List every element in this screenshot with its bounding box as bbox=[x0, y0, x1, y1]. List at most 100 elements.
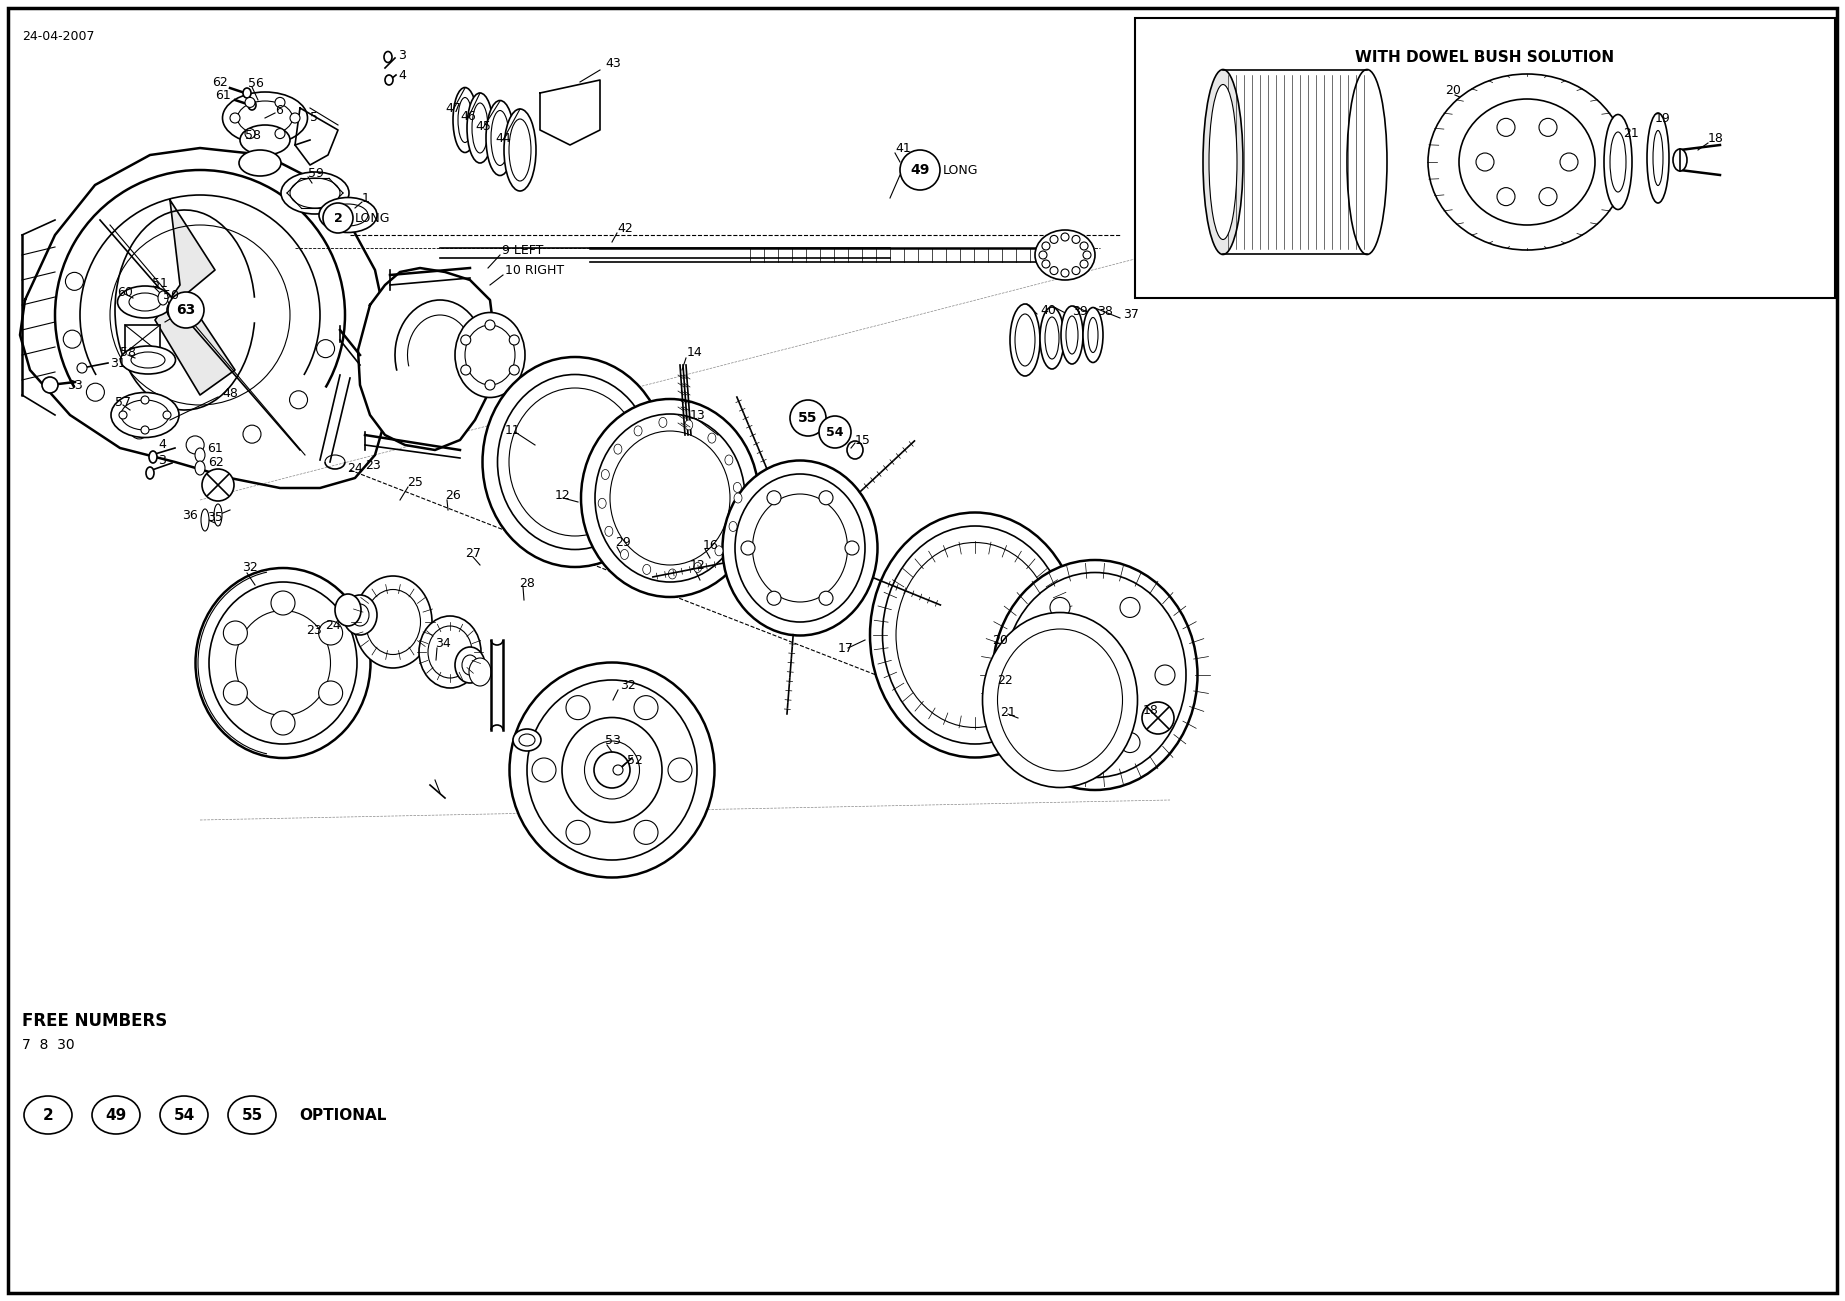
Circle shape bbox=[275, 98, 284, 108]
Circle shape bbox=[819, 490, 832, 505]
Ellipse shape bbox=[419, 615, 482, 688]
Text: 11: 11 bbox=[506, 424, 520, 437]
Text: 49: 49 bbox=[105, 1107, 127, 1123]
Ellipse shape bbox=[343, 595, 376, 635]
Text: 43: 43 bbox=[605, 56, 620, 69]
Ellipse shape bbox=[168, 302, 179, 317]
Ellipse shape bbox=[214, 503, 221, 526]
Ellipse shape bbox=[240, 125, 290, 155]
Bar bbox=[125, 325, 161, 353]
Circle shape bbox=[63, 330, 81, 349]
Text: 4: 4 bbox=[159, 437, 166, 450]
Ellipse shape bbox=[513, 729, 541, 751]
Ellipse shape bbox=[469, 658, 491, 686]
Ellipse shape bbox=[92, 1095, 140, 1134]
Ellipse shape bbox=[734, 474, 865, 622]
Ellipse shape bbox=[1203, 69, 1244, 255]
Text: 62: 62 bbox=[212, 75, 227, 88]
Circle shape bbox=[131, 422, 148, 438]
Text: 54: 54 bbox=[173, 1107, 194, 1123]
Ellipse shape bbox=[236, 610, 330, 716]
Text: 44: 44 bbox=[494, 131, 511, 144]
Circle shape bbox=[1142, 703, 1173, 734]
Circle shape bbox=[461, 334, 470, 345]
Ellipse shape bbox=[354, 576, 432, 667]
Text: 49: 49 bbox=[910, 163, 930, 177]
Text: 53: 53 bbox=[605, 734, 622, 747]
Ellipse shape bbox=[1603, 114, 1633, 209]
Circle shape bbox=[1061, 269, 1068, 277]
Text: 1: 1 bbox=[362, 191, 369, 204]
Ellipse shape bbox=[467, 92, 493, 163]
Ellipse shape bbox=[336, 595, 362, 626]
Ellipse shape bbox=[509, 118, 531, 181]
Ellipse shape bbox=[201, 509, 208, 531]
Ellipse shape bbox=[1611, 131, 1625, 193]
Text: 59: 59 bbox=[308, 167, 325, 180]
Polygon shape bbox=[358, 268, 494, 450]
Ellipse shape bbox=[111, 393, 179, 437]
Circle shape bbox=[87, 384, 105, 401]
Ellipse shape bbox=[1066, 316, 1077, 354]
Ellipse shape bbox=[620, 549, 629, 559]
Ellipse shape bbox=[585, 742, 640, 799]
Ellipse shape bbox=[1041, 307, 1065, 369]
Circle shape bbox=[1496, 118, 1515, 137]
Ellipse shape bbox=[509, 388, 640, 536]
Ellipse shape bbox=[732, 483, 742, 492]
Text: 13: 13 bbox=[690, 409, 707, 422]
Circle shape bbox=[1155, 665, 1175, 686]
Text: 4: 4 bbox=[399, 69, 406, 82]
Circle shape bbox=[845, 541, 860, 556]
Circle shape bbox=[1539, 187, 1557, 206]
Text: 18: 18 bbox=[1708, 131, 1723, 144]
Ellipse shape bbox=[454, 87, 478, 152]
Ellipse shape bbox=[428, 626, 472, 678]
Ellipse shape bbox=[998, 628, 1122, 771]
Text: 24: 24 bbox=[347, 462, 363, 475]
Text: 21: 21 bbox=[1624, 126, 1638, 139]
Circle shape bbox=[509, 334, 518, 345]
Ellipse shape bbox=[472, 103, 487, 154]
Text: 54: 54 bbox=[827, 425, 843, 438]
Text: 33: 33 bbox=[66, 379, 83, 392]
Circle shape bbox=[485, 320, 494, 330]
Ellipse shape bbox=[196, 448, 205, 462]
Ellipse shape bbox=[465, 325, 515, 385]
Ellipse shape bbox=[386, 75, 393, 85]
Text: 58: 58 bbox=[120, 346, 137, 359]
Ellipse shape bbox=[1044, 317, 1059, 359]
Text: 23: 23 bbox=[365, 458, 380, 471]
Circle shape bbox=[245, 129, 255, 139]
Circle shape bbox=[819, 591, 832, 605]
Ellipse shape bbox=[1061, 306, 1083, 364]
Ellipse shape bbox=[725, 455, 732, 464]
Circle shape bbox=[1061, 233, 1068, 241]
Text: 38: 38 bbox=[1098, 304, 1113, 317]
Circle shape bbox=[77, 363, 87, 373]
Ellipse shape bbox=[581, 399, 758, 597]
Text: 22: 22 bbox=[996, 674, 1013, 687]
Ellipse shape bbox=[694, 562, 701, 572]
Ellipse shape bbox=[122, 399, 170, 431]
Circle shape bbox=[245, 98, 255, 108]
Ellipse shape bbox=[882, 526, 1068, 744]
Text: 50: 50 bbox=[162, 289, 179, 302]
Circle shape bbox=[790, 399, 827, 436]
Ellipse shape bbox=[290, 178, 339, 208]
Text: 3: 3 bbox=[159, 454, 166, 467]
Text: 28: 28 bbox=[518, 576, 535, 589]
Circle shape bbox=[244, 425, 260, 444]
Circle shape bbox=[201, 468, 234, 501]
Text: 41: 41 bbox=[895, 142, 911, 155]
Ellipse shape bbox=[993, 559, 1197, 790]
Circle shape bbox=[319, 621, 343, 645]
Text: 12: 12 bbox=[555, 488, 570, 501]
Text: 14: 14 bbox=[686, 346, 703, 359]
Ellipse shape bbox=[384, 52, 391, 62]
Text: LONG: LONG bbox=[354, 212, 391, 225]
Text: 55: 55 bbox=[242, 1107, 262, 1123]
Circle shape bbox=[186, 436, 205, 454]
Circle shape bbox=[271, 712, 295, 735]
Circle shape bbox=[1072, 235, 1079, 243]
